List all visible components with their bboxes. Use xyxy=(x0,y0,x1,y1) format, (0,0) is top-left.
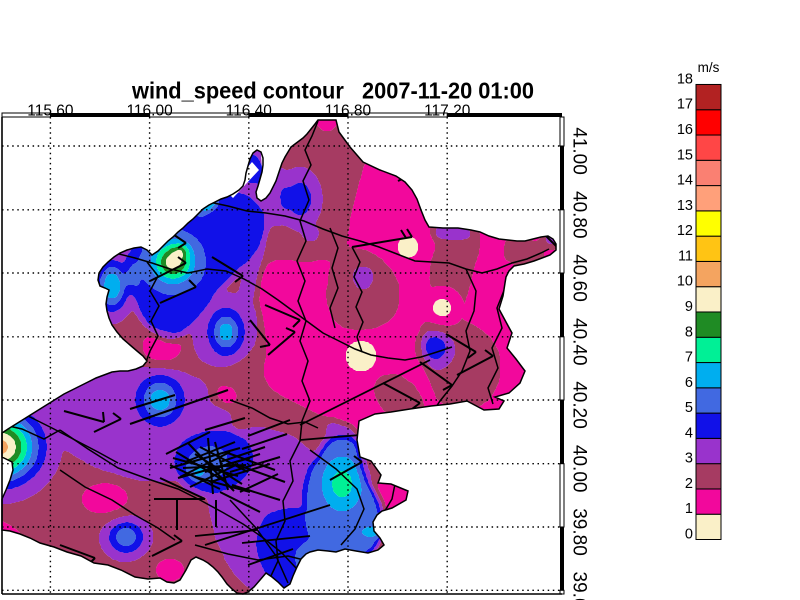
svg-text:116.80: 116.80 xyxy=(325,103,372,120)
svg-text:4: 4 xyxy=(685,425,693,441)
svg-text:5: 5 xyxy=(685,400,693,416)
svg-text:40.80: 40.80 xyxy=(569,191,590,239)
svg-text:1: 1 xyxy=(685,501,693,517)
svg-text:0: 0 xyxy=(685,527,693,543)
svg-text:116.00: 116.00 xyxy=(126,103,173,120)
svg-text:3: 3 xyxy=(685,451,693,467)
svg-text:13: 13 xyxy=(677,198,693,214)
svg-text:17: 17 xyxy=(677,97,693,113)
svg-text:9: 9 xyxy=(685,299,693,315)
svg-text:8: 8 xyxy=(685,324,693,340)
svg-text:16: 16 xyxy=(677,122,693,138)
svg-text:40.20: 40.20 xyxy=(569,381,590,429)
svg-text:12: 12 xyxy=(677,223,693,239)
svg-text:39.80: 39.80 xyxy=(569,508,590,556)
svg-text:40.40: 40.40 xyxy=(569,318,590,366)
svg-text:6: 6 xyxy=(685,375,693,391)
svg-text:117.20: 117.20 xyxy=(424,103,471,120)
svg-text:40.60: 40.60 xyxy=(569,254,590,302)
svg-text:7: 7 xyxy=(685,350,693,366)
svg-text:39.60: 39.60 xyxy=(569,572,590,600)
svg-text:115.60: 115.60 xyxy=(27,103,74,120)
svg-text:15: 15 xyxy=(677,147,693,163)
svg-text:10: 10 xyxy=(677,274,693,290)
svg-text:m/s: m/s xyxy=(698,60,720,75)
svg-text:11: 11 xyxy=(678,248,693,264)
svg-text:116.40: 116.40 xyxy=(226,103,273,120)
svg-text:18: 18 xyxy=(677,71,693,87)
svg-text:41.00: 41.00 xyxy=(569,127,590,175)
svg-text:wind_speed contour 2007-11-2: wind_speed contour 2007-11-20 01:00 xyxy=(131,78,534,104)
svg-text:40.00: 40.00 xyxy=(569,445,590,493)
svg-text:14: 14 xyxy=(677,173,693,189)
svg-text:2: 2 xyxy=(685,476,693,492)
